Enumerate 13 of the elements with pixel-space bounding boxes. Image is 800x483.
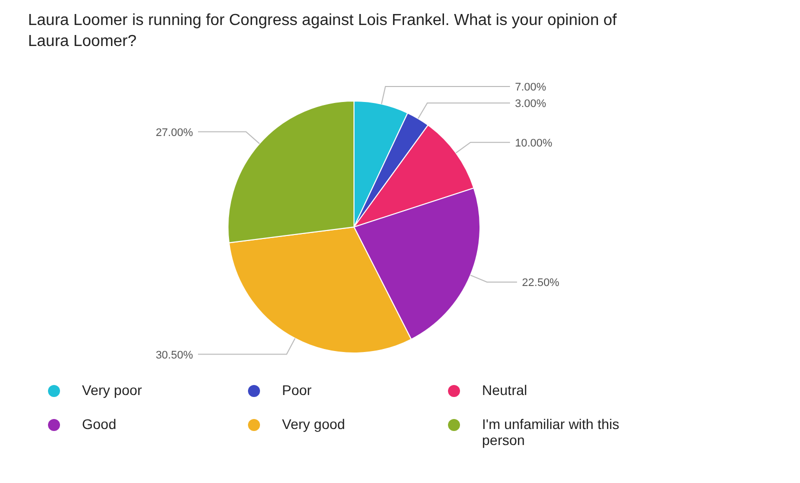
legend-label: Very poor	[82, 382, 143, 398]
data-label: 10.00%	[515, 137, 553, 150]
legend-label: Good	[82, 416, 118, 432]
data-label: 7.00%	[515, 81, 546, 94]
data-label: 30.50%	[156, 349, 194, 362]
data-label: 22.50%	[522, 277, 560, 290]
data-label: 27.00%	[156, 126, 194, 139]
legend-label: I'm unfamiliar with this person	[482, 416, 620, 448]
legend-label: Neutral	[482, 382, 528, 398]
legend-label: Poor	[282, 382, 313, 398]
chart-title: Laura Loomer is running for Congress against Lois Frankel. What is your opinion of Laura Loomer?	[27, 11, 618, 52]
legend-label: Very good	[282, 416, 346, 432]
data-label: 3.00%	[515, 98, 546, 110]
